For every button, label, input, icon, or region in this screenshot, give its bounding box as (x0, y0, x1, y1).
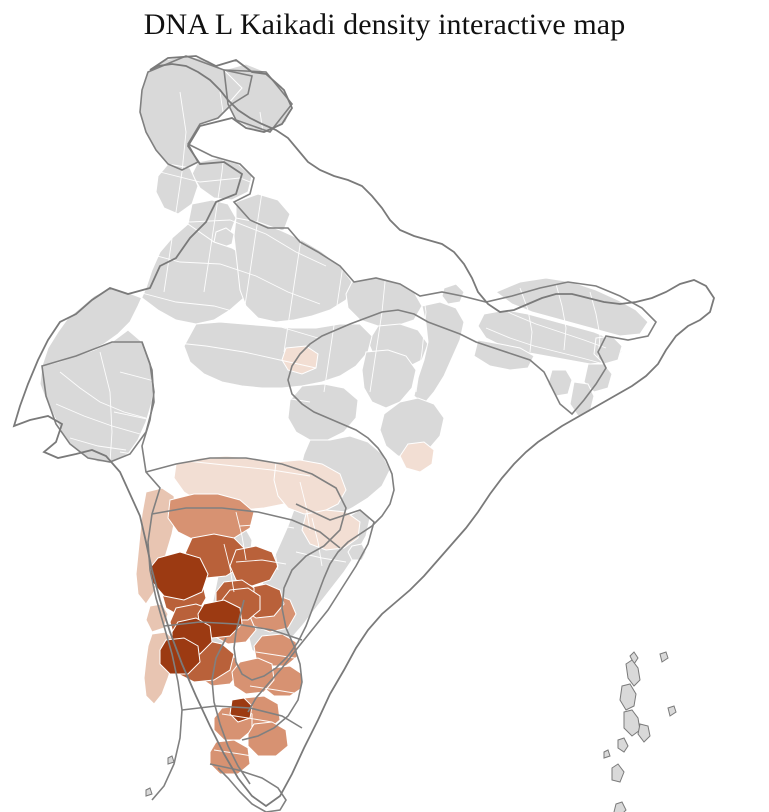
region-telangana[interactable] (287, 383, 359, 441)
region-maharashtra-nashik-belt[interactable] (167, 493, 255, 543)
region-meghalaya[interactable] (473, 339, 535, 371)
region-maharashtra-beed[interactable] (229, 545, 279, 587)
region-madhya-pradesh-central-district[interactable] (281, 345, 319, 375)
region-tripura[interactable] (547, 369, 573, 397)
region-maharashtra-kolhapur[interactable] (159, 637, 201, 675)
page-title: DNA L Kaikadi density interactive map (143, 8, 626, 41)
map-layer-basemap (12, 55, 715, 812)
region-uttar-pradesh[interactable] (233, 217, 353, 323)
region-lakshadweep[interactable] (145, 755, 175, 812)
india-choropleth-map[interactable] (0, 52, 769, 812)
region-arunachal-pradesh[interactable] (495, 277, 649, 337)
states-no-data[interactable] (39, 55, 649, 659)
region-karnataka-davanagere[interactable] (231, 657, 275, 695)
state-borders (41, 55, 657, 812)
region-bihar[interactable] (345, 277, 423, 327)
region-andaman-and-nicobar-islands[interactable] (603, 651, 677, 812)
region-west-bengal[interactable] (413, 301, 465, 405)
region-karnataka-bangalore[interactable] (247, 721, 289, 757)
map-svg[interactable] (0, 52, 769, 812)
region-madhya-pradesh[interactable] (183, 321, 373, 389)
region-chhattisgarh[interactable] (361, 349, 417, 409)
india-outline (12, 55, 715, 808)
region-odisha-southern-district[interactable] (399, 441, 435, 473)
district-borders (55, 91, 607, 759)
region-telangana-shaded[interactable] (301, 509, 361, 551)
region-mizoram[interactable] (569, 381, 595, 417)
region-punjab[interactable] (155, 163, 199, 215)
islands[interactable] (145, 651, 677, 812)
